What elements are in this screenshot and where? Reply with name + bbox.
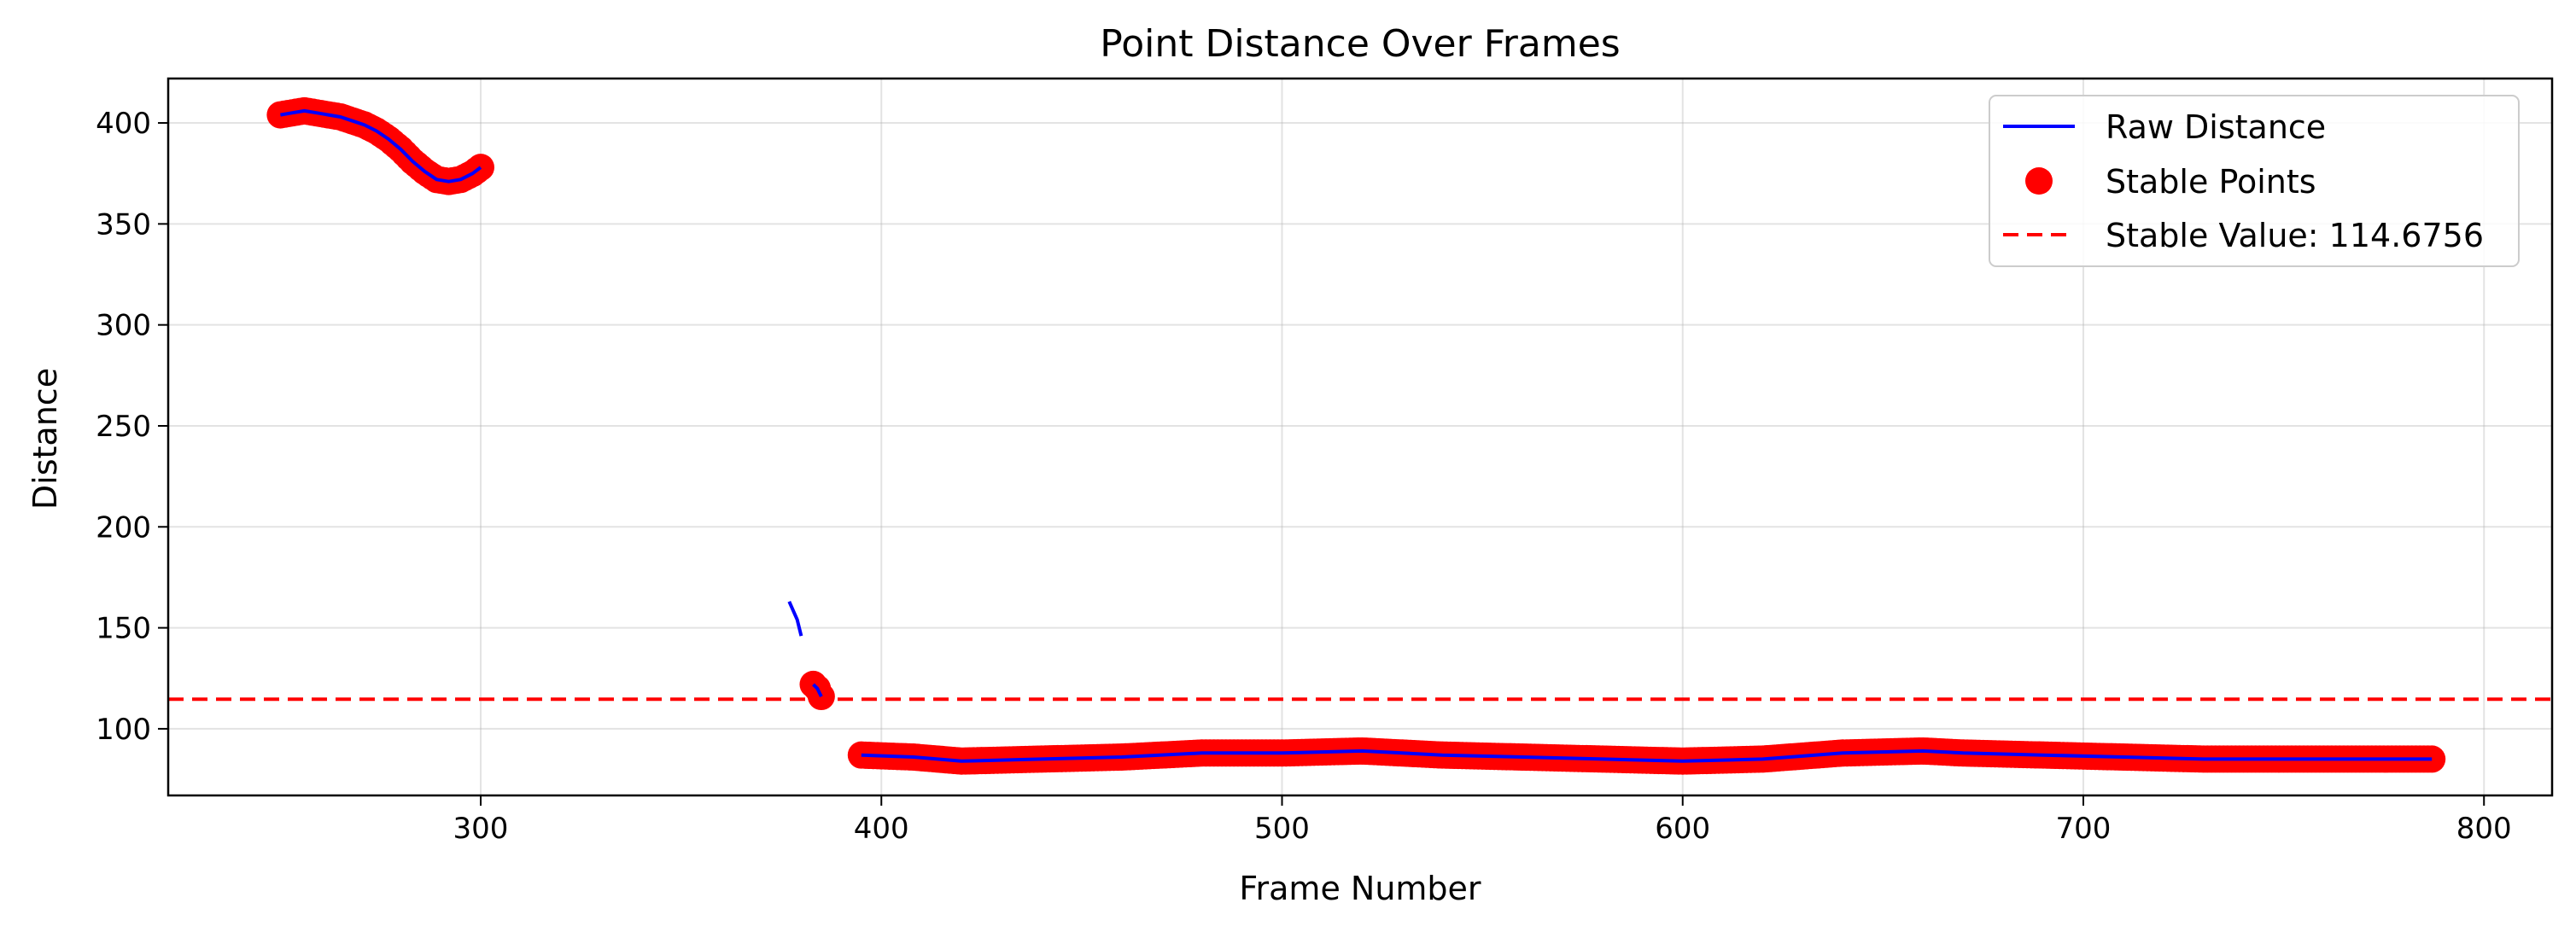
- legend-stable-points-swatch: [2025, 167, 2053, 195]
- legend-box: [1989, 95, 2520, 267]
- y-tick-label: 300: [96, 309, 151, 343]
- y-tick-label: 400: [96, 107, 151, 141]
- stable-point: [467, 154, 495, 182]
- x-tick-label: 500: [1254, 812, 1310, 846]
- y-axis-label: Distance: [26, 368, 64, 510]
- legend: Raw Distance Stable Points Stable Value:…: [1989, 95, 2520, 267]
- legend-stable-value-label: Stable Value: 114.6756: [2106, 217, 2484, 254]
- x-tick-label: 400: [854, 812, 909, 846]
- grid: [168, 79, 2552, 795]
- y-tick-label: 200: [96, 510, 151, 545]
- plot-area: [168, 96, 2552, 775]
- plot-frame: [166, 77, 2554, 797]
- chart-title: Point Distance Over Frames: [1100, 22, 1620, 66]
- y-tick-label: 150: [96, 612, 151, 646]
- y-tick-label: 350: [96, 207, 151, 242]
- raw-distance-line: [861, 749, 2433, 763]
- x-tick-label: 300: [453, 812, 509, 846]
- x-tick-label: 800: [2456, 812, 2512, 846]
- legend-raw-label: Raw Distance: [2106, 108, 2326, 146]
- y-tick-label: 250: [96, 410, 151, 444]
- x-tick-label: 700: [2056, 812, 2112, 846]
- y-tick-label: 100: [96, 713, 151, 747]
- legend-stable-points-label: Stable Points: [2106, 163, 2316, 201]
- raw-distance-line: [812, 683, 823, 697]
- x-tick-label: 600: [1655, 812, 1710, 846]
- axis-ticks: 300 400 500 600 700 800 100 150 200 250 300 350 400: [96, 107, 2512, 846]
- stable-point: [2418, 745, 2446, 773]
- raw-distance-line: [787, 600, 803, 637]
- x-axis-label: Frame Number: [1239, 870, 1481, 907]
- raw-distance-line: [280, 108, 482, 183]
